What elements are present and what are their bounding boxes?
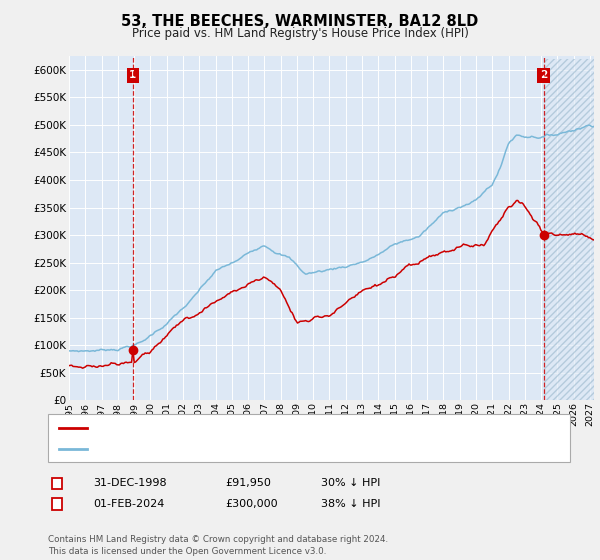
Text: HPI: Average price, detached house, Wiltshire: HPI: Average price, detached house, Wilt… xyxy=(91,444,319,454)
Text: 2: 2 xyxy=(53,499,61,509)
Bar xyxy=(544,59,594,400)
Text: 2: 2 xyxy=(540,71,547,80)
Text: 38% ↓ HPI: 38% ↓ HPI xyxy=(321,499,380,509)
Text: 1: 1 xyxy=(129,71,137,80)
Text: 01-FEB-2024: 01-FEB-2024 xyxy=(93,499,164,509)
Text: 1: 1 xyxy=(53,478,61,488)
Text: £91,950: £91,950 xyxy=(225,478,271,488)
Text: 31-DEC-1998: 31-DEC-1998 xyxy=(93,478,167,488)
Text: Price paid vs. HM Land Registry's House Price Index (HPI): Price paid vs. HM Land Registry's House … xyxy=(131,27,469,40)
Text: 53, THE BEECHES, WARMINSTER, BA12 8LD (detached house): 53, THE BEECHES, WARMINSTER, BA12 8LD (d… xyxy=(91,423,400,433)
Text: 53, THE BEECHES, WARMINSTER, BA12 8LD: 53, THE BEECHES, WARMINSTER, BA12 8LD xyxy=(121,14,479,29)
Bar xyxy=(544,56,594,400)
Text: £300,000: £300,000 xyxy=(225,499,278,509)
Text: 30% ↓ HPI: 30% ↓ HPI xyxy=(321,478,380,488)
Text: Contains HM Land Registry data © Crown copyright and database right 2024.
This d: Contains HM Land Registry data © Crown c… xyxy=(48,535,388,556)
